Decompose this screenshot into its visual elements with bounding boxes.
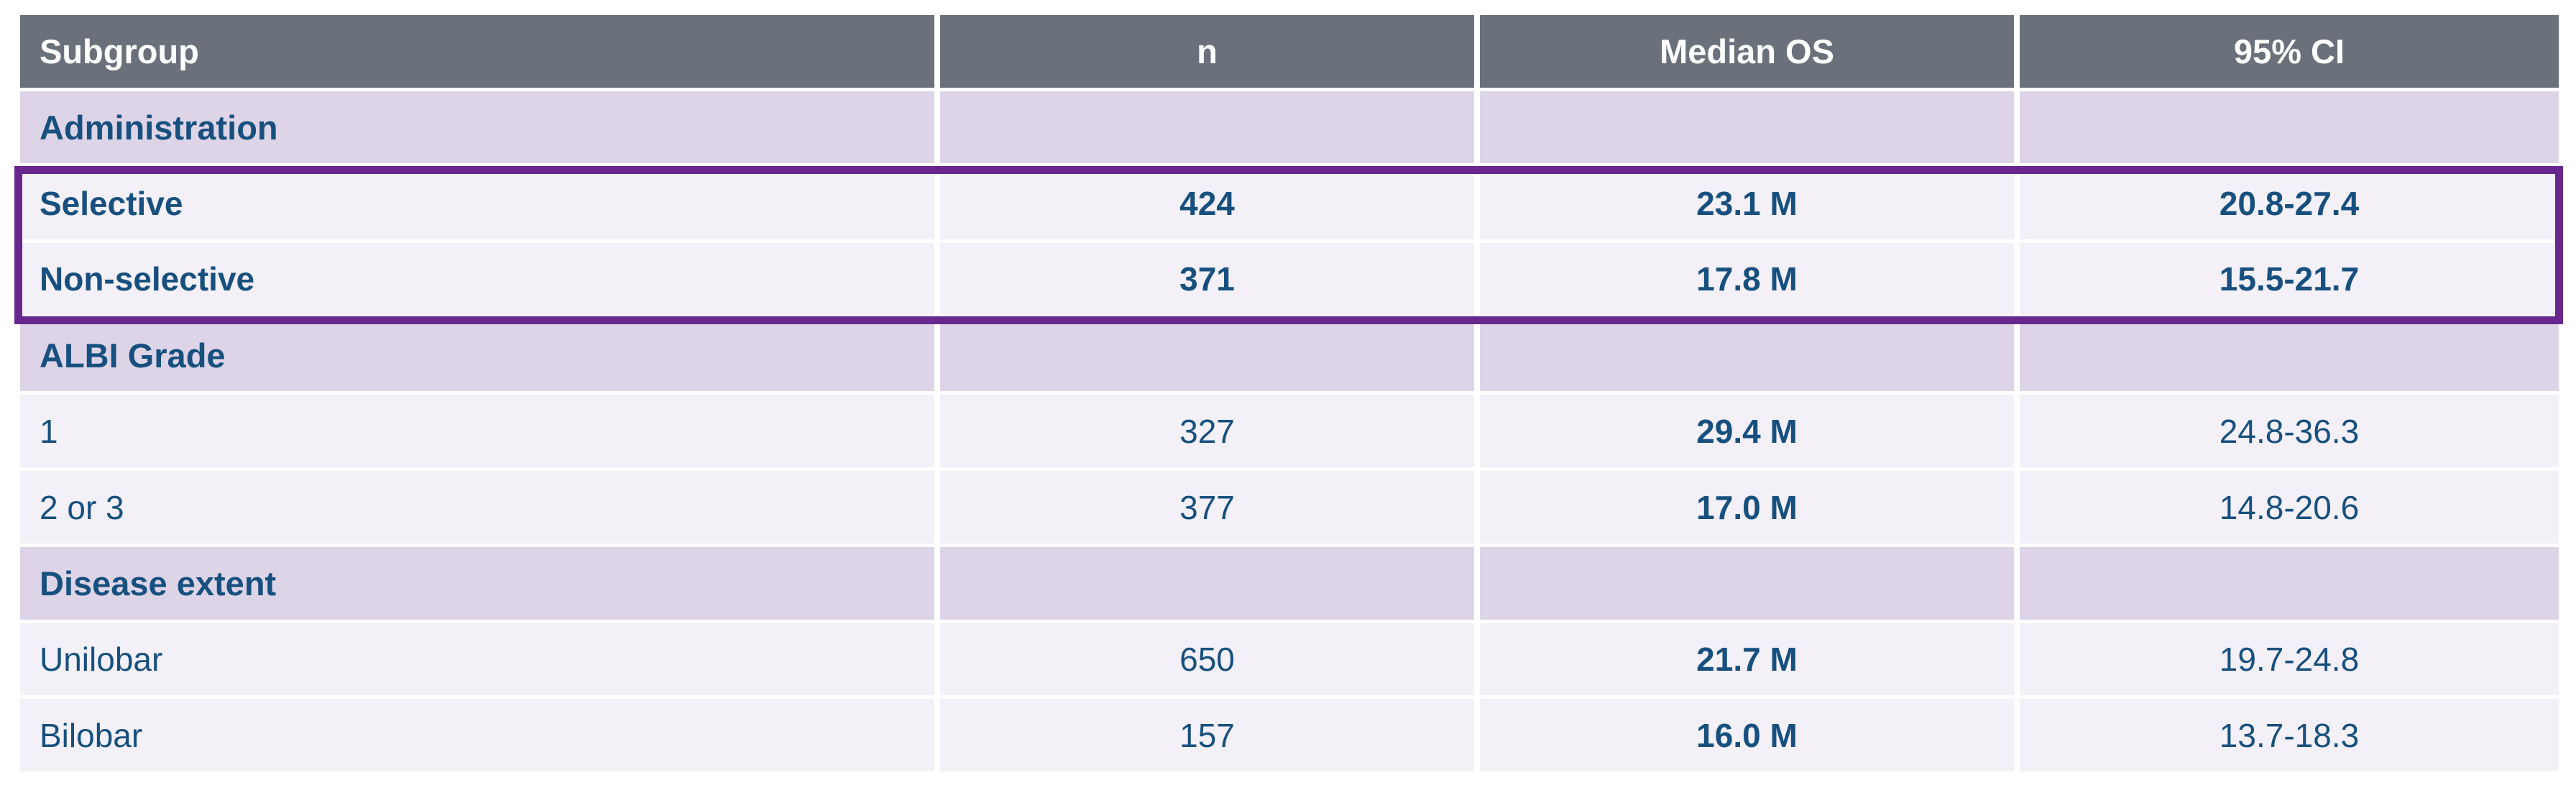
cell-non-selective-subgroup: Non-selective	[20, 243, 940, 319]
subgroup-os-table: Subgroup n Median OS 95% CI Administrati…	[20, 15, 2559, 775]
cell-bilobar-n: 157	[940, 699, 1480, 775]
section-filler-cell	[2020, 546, 2559, 623]
cell-selective-ci: 20.8-27.4	[2020, 167, 2559, 244]
header-cell-n: n	[940, 15, 1480, 91]
section-label-administration: Administration	[20, 91, 940, 168]
cell-bilobar-subgroup: Bilobar	[20, 699, 940, 775]
section-filler-cell	[1480, 546, 2020, 623]
cell-selective-n: 424	[940, 167, 1480, 244]
section-label-disease-extent: Disease extent	[20, 546, 940, 623]
cell-non-selective-ci: 15.5-21.7	[2020, 243, 2559, 319]
cell-selective-median-os: 23.1 M	[1480, 167, 2020, 244]
cell-albi23-ci: 14.8-20.6	[2020, 471, 2559, 547]
header-cell-median-os: Median OS	[1480, 15, 2020, 91]
cell-bilobar-ci: 13.7-18.3	[2020, 699, 2559, 775]
cell-albi1-ci: 24.8-36.3	[2020, 395, 2559, 472]
cell-bilobar-median-os: 16.0 M	[1480, 699, 2020, 775]
cell-unilobar-n: 650	[940, 623, 1480, 700]
cell-albi1-subgroup: 1	[20, 395, 940, 472]
section-filler-cell	[1480, 91, 2020, 168]
section-filler-cell	[2020, 91, 2559, 168]
section-filler-cell	[940, 318, 1480, 395]
section-filler-cell	[940, 91, 1480, 168]
cell-albi1-median-os: 29.4 M	[1480, 395, 2020, 472]
header-cell-subgroup: Subgroup	[20, 15, 940, 91]
section-filler-cell	[2020, 318, 2559, 395]
section-label-albi-grade: ALBI Grade	[20, 318, 940, 395]
cell-non-selective-n: 371	[940, 243, 1480, 319]
cell-albi23-n: 377	[940, 471, 1480, 547]
header-cell-95ci: 95% CI	[2020, 15, 2559, 91]
section-filler-cell	[1480, 318, 2020, 395]
cell-unilobar-median-os: 21.7 M	[1480, 623, 2020, 700]
section-filler-cell	[940, 546, 1480, 623]
cell-albi1-n: 327	[940, 395, 1480, 472]
cell-albi23-subgroup: 2 or 3	[20, 471, 940, 547]
cell-unilobar-ci: 19.7-24.8	[2020, 623, 2559, 700]
cell-unilobar-subgroup: Unilobar	[20, 623, 940, 700]
cell-albi23-median-os: 17.0 M	[1480, 471, 2020, 547]
cell-selective-subgroup: Selective	[20, 167, 940, 244]
cell-non-selective-median-os: 17.8 M	[1480, 243, 2020, 319]
